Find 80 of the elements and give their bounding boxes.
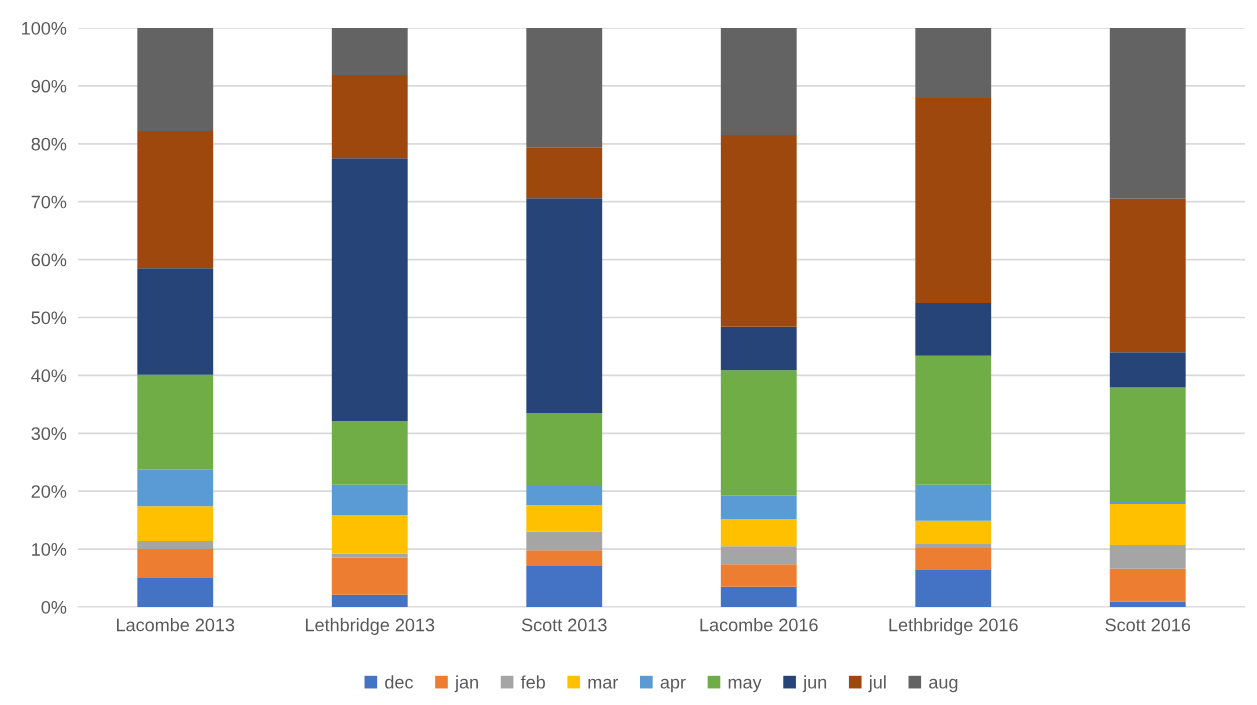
bar: [526, 147, 603, 199]
x-tick-label: Lethbridge 2016: [889, 618, 1018, 635]
x-tick-label: Scott 2013: [521, 618, 607, 632]
bar: [915, 355, 992, 485]
bar: [1109, 28, 1186, 199]
bar: [331, 514, 408, 554]
x-tick-label: Lethbridge 2013: [305, 618, 435, 635]
bar: [1109, 198, 1186, 353]
bar: [1109, 545, 1186, 569]
bar: [526, 565, 603, 607]
bar: [1109, 601, 1186, 607]
bar: [331, 74, 408, 159]
bar: [526, 505, 603, 532]
bar: [915, 520, 992, 544]
y-tick-label: 20%: [31, 485, 67, 498]
bar: [720, 495, 797, 519]
bar: [720, 546, 797, 565]
bar: [526, 485, 603, 506]
legend-label: feb: [520, 675, 545, 689]
bar: [331, 557, 408, 595]
bar: [720, 370, 797, 496]
bar: [720, 135, 797, 327]
bar: [526, 198, 603, 414]
bar: [1109, 352, 1186, 388]
bar: [915, 28, 992, 99]
legend-label: jul: [868, 675, 886, 693]
legend-label: mar: [588, 678, 619, 689]
bar: [915, 98, 992, 304]
bar: [137, 131, 214, 269]
bar: [331, 28, 408, 75]
bar: [137, 549, 214, 579]
y-tick-label: 10%: [32, 543, 67, 556]
bar: [137, 506, 214, 541]
bar: [1109, 503, 1186, 546]
bar: [720, 518, 797, 547]
legend-label: apr: [660, 678, 686, 693]
legend-label: dec: [385, 675, 414, 689]
x-tick-label: Lacombe 2013: [117, 618, 235, 632]
legend-label: may: [728, 678, 762, 693]
bar: [137, 268, 214, 375]
y-tick-label: 100%: [22, 21, 67, 35]
y-tick-label: 80%: [31, 137, 67, 151]
legend-label: jun: [802, 675, 827, 693]
x-tick-label: Scott 2016: [1105, 618, 1191, 632]
y-tick-label: 40%: [31, 369, 67, 383]
bar: [137, 28, 214, 132]
bar: [1109, 387, 1186, 502]
bar: [720, 28, 797, 136]
y-tick-label: 0%: [41, 600, 67, 614]
bar: [915, 303, 992, 356]
bar: [1109, 568, 1186, 602]
bar: [137, 374, 214, 470]
y-tick-label: 60%: [31, 253, 67, 267]
y-tick-label: 90%: [31, 79, 67, 93]
legend-label: aug: [929, 678, 958, 693]
x-tick-label: Lacombe 2016: [700, 618, 818, 632]
bar: [915, 569, 992, 607]
bar: [331, 421, 408, 485]
bar: [526, 550, 603, 566]
bar: [331, 553, 408, 558]
bar: [526, 531, 603, 551]
bar: [331, 594, 408, 607]
bar: [331, 484, 408, 515]
bar: [915, 547, 992, 570]
legend-label: jan: [454, 675, 478, 693]
bar: [915, 484, 992, 521]
y-tick-label: 70%: [31, 195, 67, 209]
bar: [331, 158, 408, 422]
bar: [720, 326, 797, 371]
bar: [137, 578, 214, 607]
bar: [137, 540, 214, 550]
bar: [526, 28, 603, 148]
bar: [720, 564, 797, 587]
bar: [526, 413, 603, 486]
bar: [915, 543, 992, 548]
bar: [1109, 501, 1186, 504]
y-tick-label: 50%: [31, 311, 67, 325]
bar: [720, 586, 797, 607]
y-tick-label: 30%: [31, 427, 67, 441]
bar: [137, 469, 214, 507]
